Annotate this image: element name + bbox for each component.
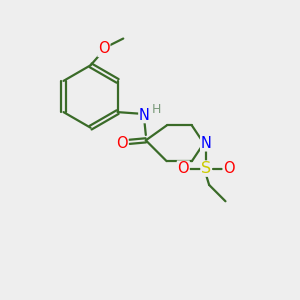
Text: N: N	[139, 108, 150, 123]
Text: O: O	[178, 161, 189, 176]
Text: N: N	[201, 136, 212, 151]
Text: O: O	[116, 136, 128, 151]
Text: O: O	[223, 161, 235, 176]
Text: O: O	[98, 41, 110, 56]
Text: S: S	[201, 161, 211, 176]
Text: H: H	[152, 103, 161, 116]
